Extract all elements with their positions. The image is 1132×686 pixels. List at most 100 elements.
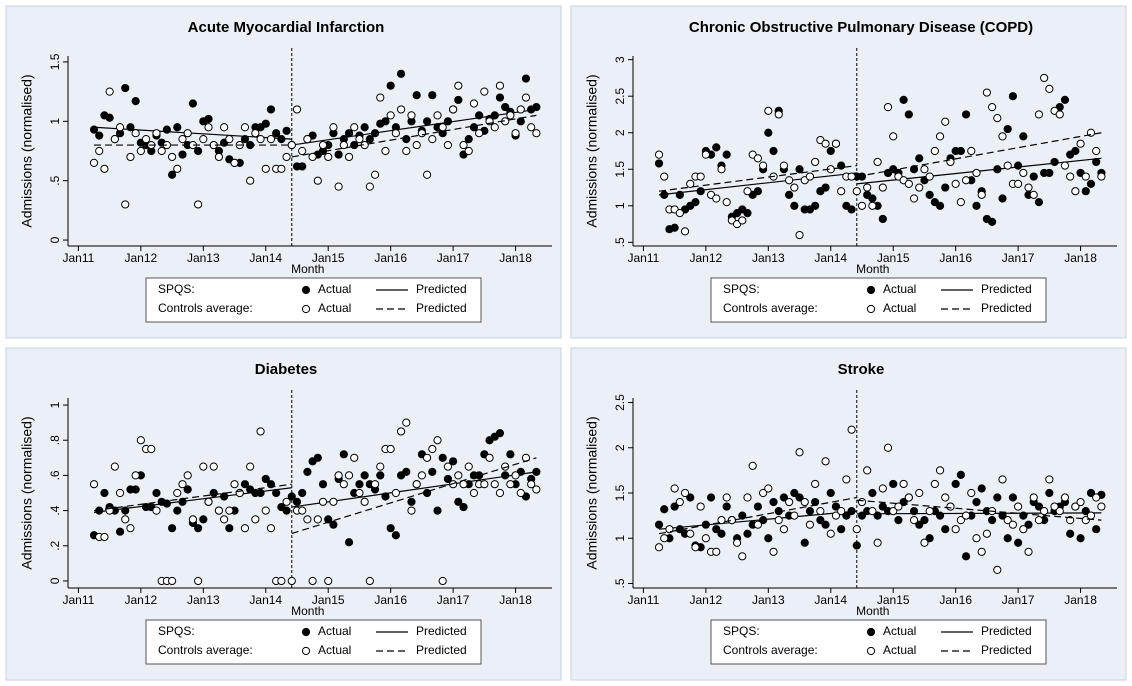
x-tick-label: Jan15 [312,593,345,607]
point-open [660,534,669,543]
x-axis-label: Month [291,604,324,618]
point-filled [935,201,945,210]
point-filled [391,531,400,540]
y-tick-label: 2.5 [613,88,627,105]
point-filled [909,506,919,516]
point-filled [386,81,395,90]
x-tick-label: Jan16 [374,593,407,607]
point-filled [495,429,505,438]
point-open [428,444,437,454]
point-filled [894,516,903,525]
point-filled [282,126,291,135]
x-tick-label: Jan13 [752,593,785,607]
point-open [1055,110,1064,119]
point-open [878,484,887,493]
legend-label: Predicted [981,301,1032,315]
point-open [826,529,835,538]
point-filled [501,471,510,480]
x-tick-label: Jan16 [939,593,972,607]
point-open [438,576,447,586]
point-open [339,480,348,489]
point-filled [1081,187,1090,196]
point-open [722,198,731,207]
point-open [277,576,286,586]
point-open [178,480,187,489]
point-filled [993,493,1002,502]
point-open [753,154,763,163]
x-tick-label: Jan11 [628,593,660,607]
point-open [391,488,400,498]
point-open [852,525,861,534]
point-open [251,515,260,524]
point-open [987,103,997,112]
point-filled [199,515,208,524]
point-open [475,129,484,138]
point-open [831,139,841,148]
point-open [956,198,965,207]
legend-group-label: SPQS: [158,282,195,296]
y-tick-label: 1.5 [613,161,627,178]
point-filled [956,470,965,480]
point-filled [790,201,799,210]
point-open [370,170,380,179]
x-tick-label: Jan12 [125,593,158,607]
point-filled [454,497,463,506]
point-open [183,129,192,138]
point-open [1071,187,1080,196]
point-open [811,157,820,167]
point-filled [816,516,825,525]
point-open [852,187,861,196]
point-filled [402,135,411,144]
point-filled [1019,132,1028,141]
point-open [1050,502,1059,511]
point-open [256,135,265,144]
point-open [1040,506,1049,516]
point-open [521,93,531,102]
point-open [732,538,742,547]
point-open [480,87,489,96]
point-open [857,497,867,507]
point-open [1071,502,1080,511]
point-open [857,201,867,210]
point-open [701,534,710,543]
point-filled [743,209,752,218]
point-filled [951,479,960,489]
x-tick-label: Jan18 [499,593,532,607]
point-open [490,123,499,132]
point-filled [1086,488,1096,498]
point-open [412,480,421,489]
point-open [680,488,690,498]
point-open [1008,520,1018,529]
y-tick-label: 1 [613,535,627,542]
legend-label: Predicted [981,643,1032,657]
point-open [360,497,369,506]
legend-marker [301,304,311,314]
point-open [686,529,695,538]
y-axis-label: Admissions (normalised) [19,416,35,569]
point-open [743,493,752,502]
point-filled [344,129,354,138]
point-filled [240,135,250,144]
point-filled [272,129,281,138]
point-open [396,427,406,436]
legend-label: Actual [318,643,351,657]
legend-label: Predicted [416,624,467,638]
point-open [464,146,473,156]
point-open [1060,161,1070,170]
point-open [89,480,99,489]
legend-marker [866,285,876,295]
point-open [199,135,208,144]
point-filled [847,205,856,214]
point-open [878,183,887,192]
x-tick-label: Jan17 [437,593,470,607]
point-open [344,152,354,162]
legend-label: Actual [318,282,351,296]
point-filled [532,102,541,112]
predicted-line [93,457,537,535]
point-filled [670,502,679,511]
legend-label: Actual [883,282,916,296]
y-tick-label: .6 [48,470,62,480]
point-open [173,488,182,498]
point-filled [506,450,515,459]
